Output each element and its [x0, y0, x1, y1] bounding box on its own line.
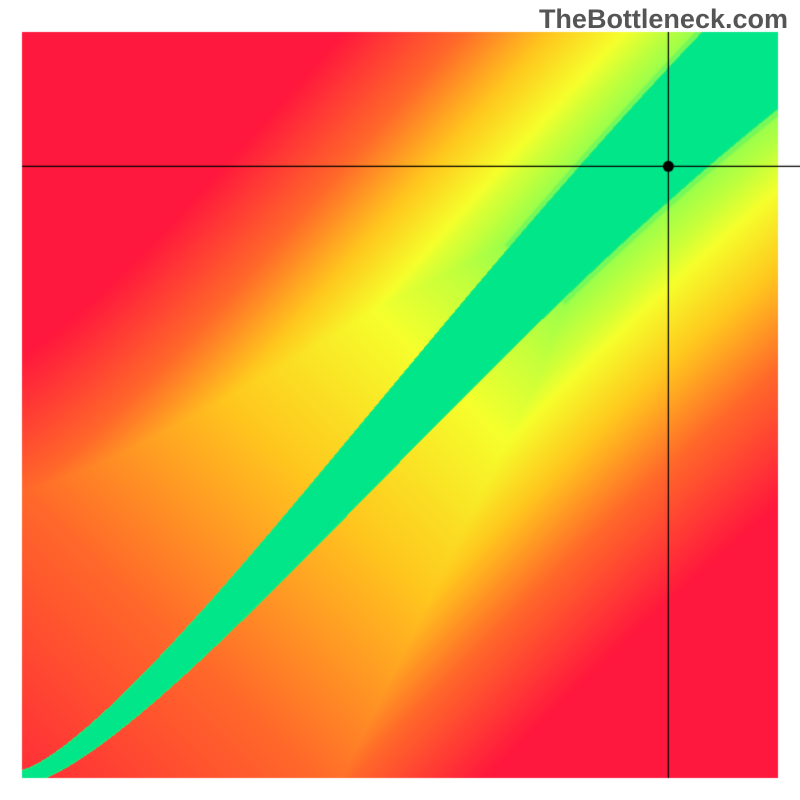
watermark-text: TheBottleneck.com: [539, 4, 788, 35]
bottleneck-heatmap-canvas: [0, 0, 800, 800]
heatmap-chart-container: { "watermark": { "text": "TheBottleneck.…: [0, 0, 800, 800]
